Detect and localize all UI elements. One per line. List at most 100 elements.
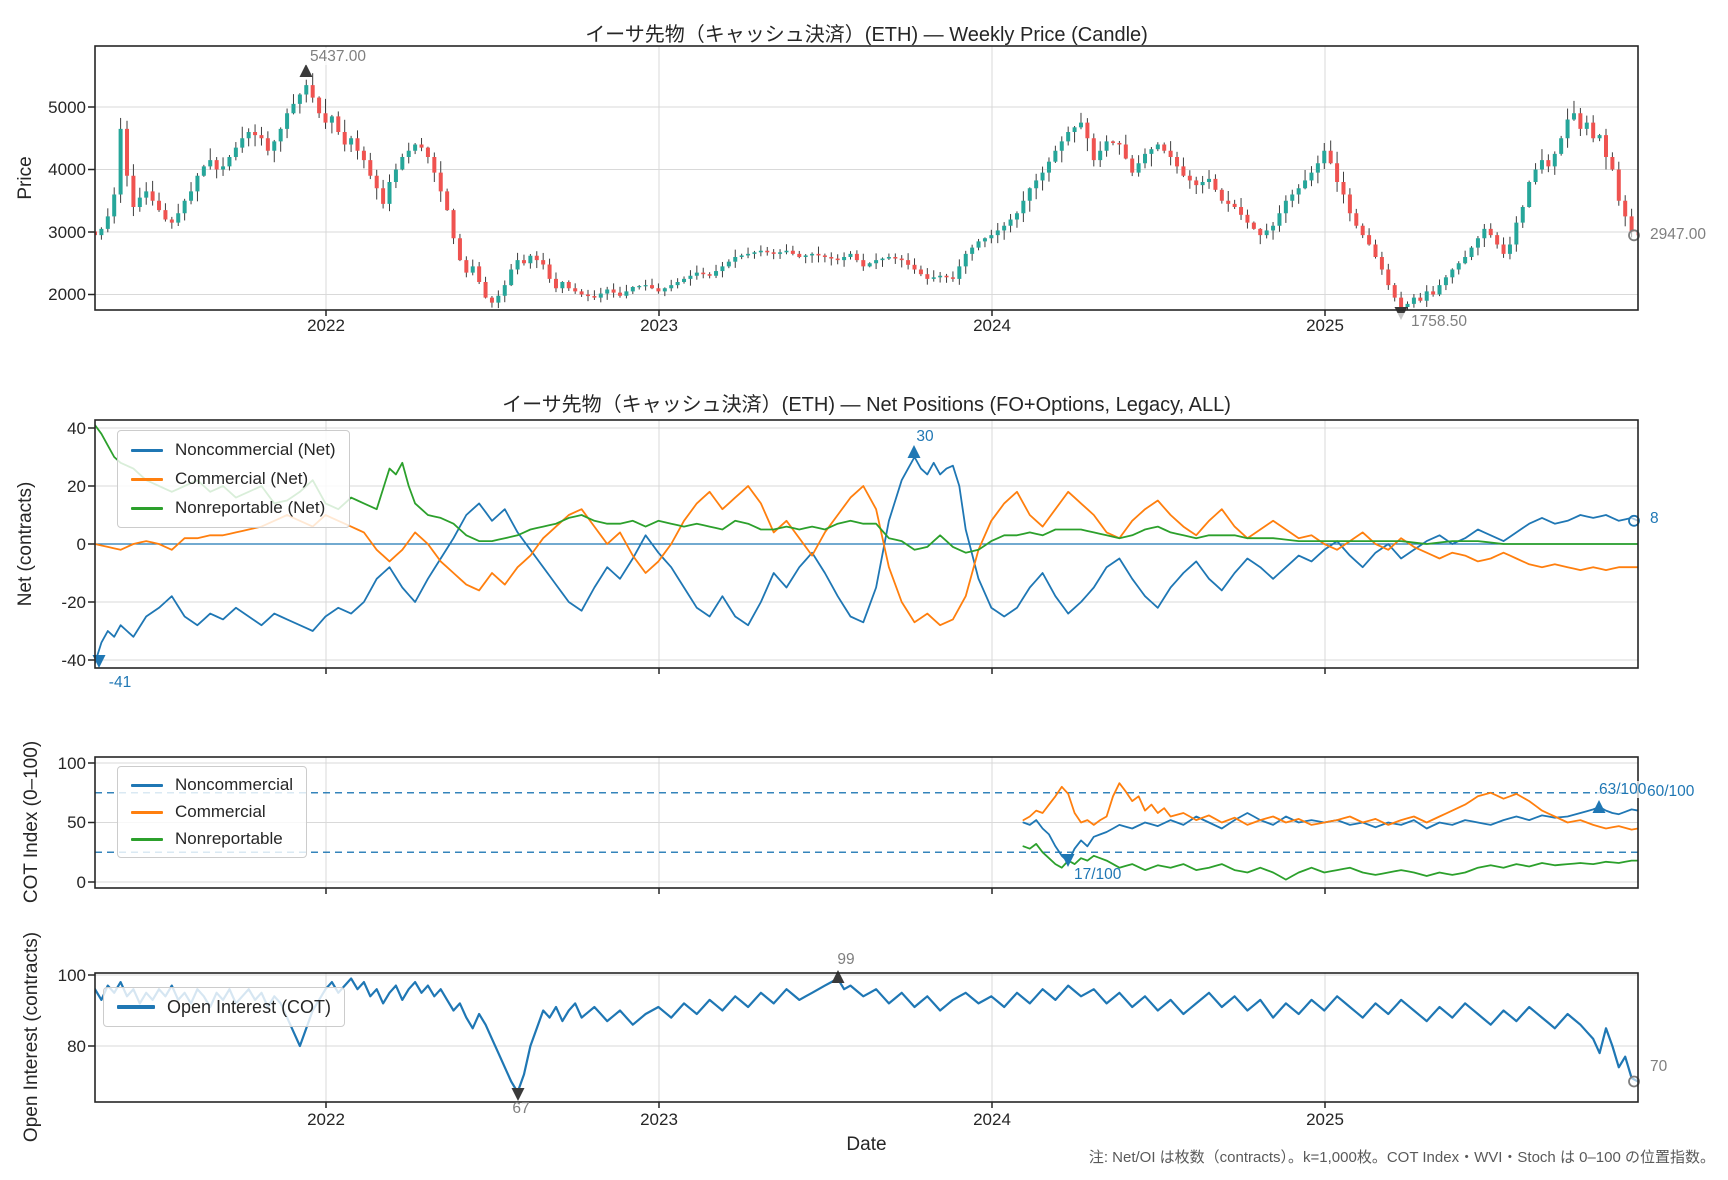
candle-body xyxy=(637,286,642,288)
candle-body xyxy=(246,132,251,139)
candle-body xyxy=(118,128,123,195)
cot-last-annotation: 60/100 xyxy=(1647,783,1695,800)
candle-body xyxy=(630,287,635,292)
y-tick-label: 4000 xyxy=(48,160,86,179)
candle-body xyxy=(1091,138,1096,161)
x-tick-label: 2024 xyxy=(973,316,1011,335)
candle-body xyxy=(221,166,226,170)
candle-body xyxy=(297,94,302,104)
candle-body xyxy=(1309,172,1314,181)
candle-body xyxy=(1373,244,1378,257)
candle-body xyxy=(886,257,891,259)
candle-body xyxy=(1162,144,1167,151)
candle-body xyxy=(694,272,699,276)
series-line-nonreportable xyxy=(1022,843,1638,881)
candle-body xyxy=(662,288,667,292)
candle-body xyxy=(1539,160,1544,170)
candle-body xyxy=(880,258,885,261)
candle-body xyxy=(784,250,789,253)
candle-body xyxy=(605,289,610,294)
net-max-annotation: 30 xyxy=(916,428,934,445)
candle-body xyxy=(957,266,962,279)
candle-body xyxy=(1123,144,1128,159)
y-tick-label: 0 xyxy=(76,534,86,554)
candle-body xyxy=(259,135,264,139)
candle-body xyxy=(1251,222,1256,229)
candle-body xyxy=(1104,141,1109,151)
candle-body xyxy=(874,260,879,264)
oi-last-marker xyxy=(1628,1075,1640,1088)
candle-body xyxy=(1110,141,1115,143)
candle-body xyxy=(803,255,808,257)
candle-body xyxy=(598,293,603,298)
candle-body xyxy=(822,255,827,257)
candle-body xyxy=(451,210,456,239)
candle-body xyxy=(361,150,366,161)
candle-body xyxy=(1501,244,1506,254)
oi-max-annotation: 99 xyxy=(837,951,855,968)
candle-body xyxy=(726,261,731,267)
candle-body xyxy=(496,295,501,303)
candle-body xyxy=(1418,297,1423,301)
candle-body xyxy=(157,200,162,211)
candle-body xyxy=(733,257,738,262)
candle-body xyxy=(291,103,296,114)
x-axis-label: Date xyxy=(846,1134,887,1155)
candle-body xyxy=(1450,269,1455,278)
x-tick-label: 2024 xyxy=(973,1110,1011,1129)
candle-body xyxy=(707,274,712,276)
candle-body xyxy=(829,257,834,259)
candle-body xyxy=(771,252,776,254)
series-line-commercial-net- xyxy=(95,485,1638,627)
candle-body xyxy=(1424,291,1429,301)
candle-body xyxy=(278,128,283,142)
candle-body xyxy=(400,157,405,170)
price-last-annotation: 2947.00 xyxy=(1648,226,1709,243)
candle-body xyxy=(1027,188,1032,201)
nonreportable-line-swatch xyxy=(131,506,163,510)
candle-body xyxy=(342,132,347,145)
candle-body xyxy=(752,252,757,254)
candle-body xyxy=(304,85,309,95)
candle-body xyxy=(201,166,206,176)
price-panel-title: イーサ先物（キャッシュ決済）(ETH) — Weekly Price (Cand… xyxy=(585,24,1148,46)
candle-body xyxy=(1354,213,1359,226)
candle-body xyxy=(1072,127,1077,132)
candle-body xyxy=(182,200,187,214)
candle-body xyxy=(688,275,693,279)
candle-body xyxy=(438,172,443,192)
x-tick-label: 2023 xyxy=(640,316,678,335)
candle-body xyxy=(195,175,200,192)
legend-item: Open Interest (COT) xyxy=(117,997,331,1017)
candle-body xyxy=(1143,153,1148,164)
candle-body xyxy=(99,228,104,236)
x-tick-label: 2022 xyxy=(307,316,345,335)
candle-body xyxy=(1584,122,1589,129)
candle-body xyxy=(336,116,341,132)
cot-legend: Noncommercial Commercial Nonreportable xyxy=(117,766,308,858)
candle-body xyxy=(797,253,802,257)
candle-body xyxy=(477,266,482,282)
legend-item: Commercial xyxy=(131,802,293,822)
candle-body xyxy=(867,263,872,267)
candle-body xyxy=(1040,172,1045,181)
candle-body xyxy=(1360,225,1365,236)
x-tick-label: 2023 xyxy=(640,1110,678,1129)
candle-body xyxy=(944,275,949,278)
candle-body xyxy=(323,113,328,123)
candle-body xyxy=(854,253,859,261)
candle-body xyxy=(1405,303,1410,307)
candle-body xyxy=(489,297,494,303)
candle-body xyxy=(1168,150,1173,157)
candle-body xyxy=(656,288,661,292)
candle-body xyxy=(189,191,194,201)
candle-body xyxy=(233,147,238,157)
candle-body xyxy=(214,160,219,170)
candle-body xyxy=(720,266,725,272)
y-tick-label: -20 xyxy=(61,592,86,612)
candle-body xyxy=(624,291,629,296)
candle-body xyxy=(1059,141,1064,151)
candle-body xyxy=(1578,113,1583,129)
candle-body xyxy=(425,147,430,157)
candle-body xyxy=(406,150,411,157)
